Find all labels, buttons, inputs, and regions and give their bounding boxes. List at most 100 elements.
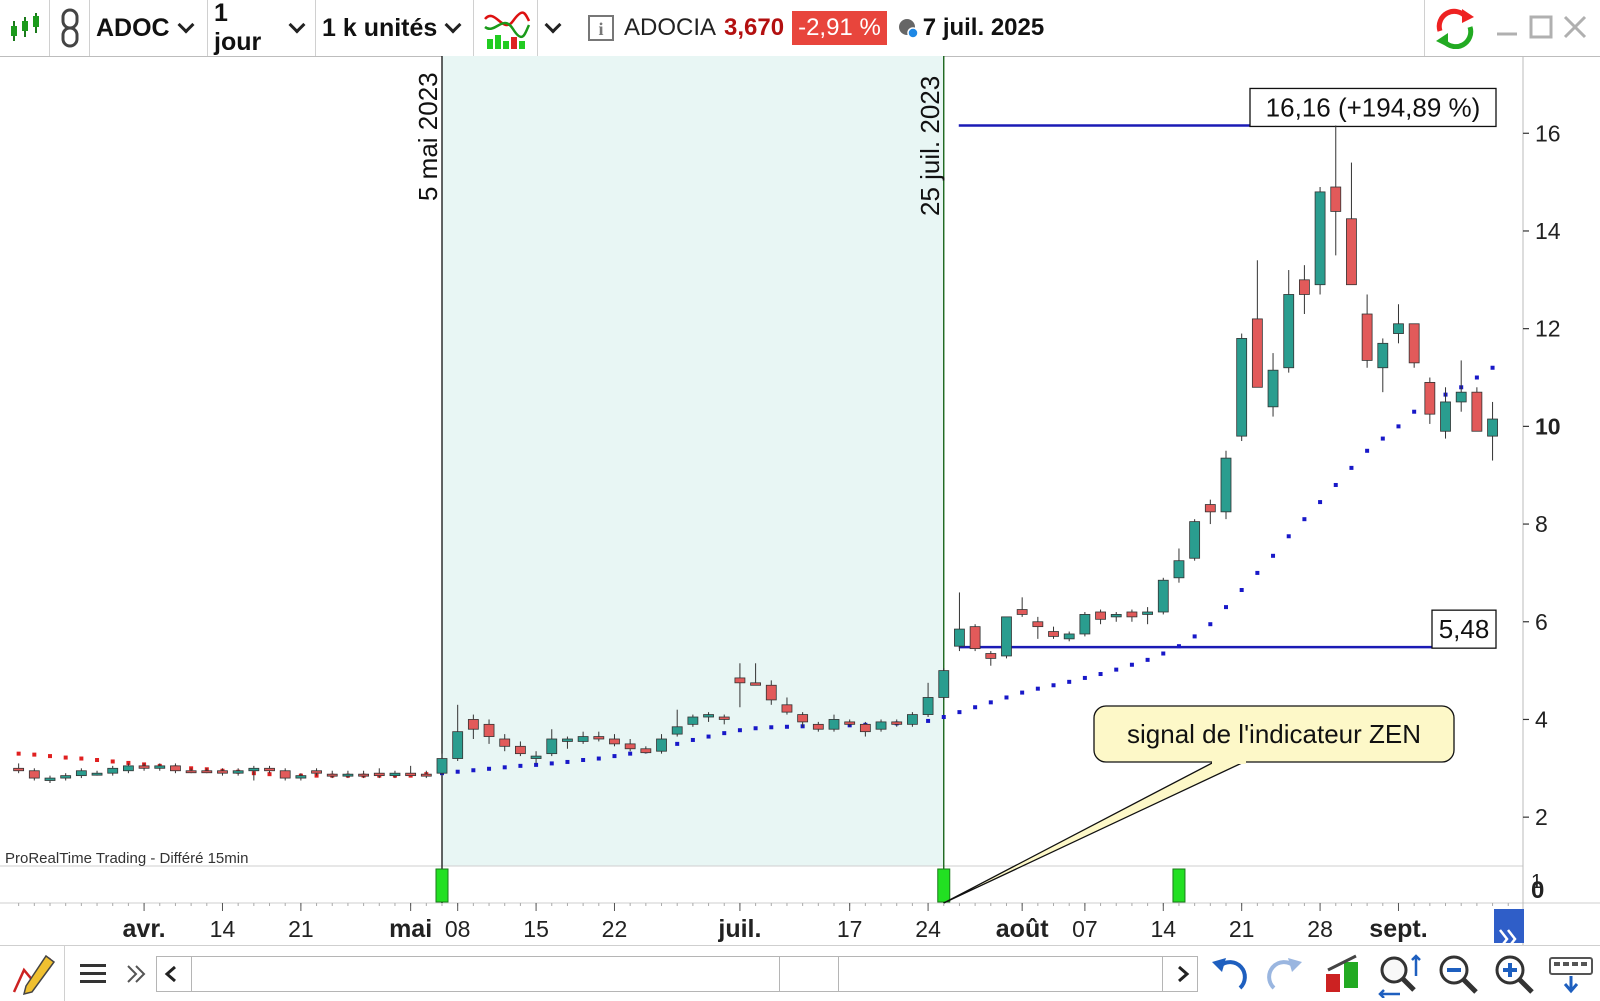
timeframe-selector[interactable]: 1 jour — [208, 0, 316, 56]
symbol-selector[interactable]: ADOC — [90, 0, 208, 56]
redo-icon[interactable] — [1264, 954, 1304, 994]
candle-body — [781, 704, 793, 713]
candle-body — [436, 758, 448, 774]
close-icon[interactable] — [1562, 14, 1588, 40]
trailing-stop-dot — [1474, 375, 1479, 380]
candle — [577, 731, 589, 744]
refresh-button[interactable] — [1424, 0, 1484, 56]
zoom-in-icon[interactable] — [1492, 952, 1536, 996]
candle — [185, 768, 197, 774]
trailing-stop-dot — [48, 754, 52, 759]
candle-body — [138, 765, 150, 769]
minimize-icon[interactable] — [1494, 14, 1520, 40]
change-badge: -2,91 % — [792, 11, 887, 45]
candle-body — [1267, 369, 1279, 408]
candle-body — [1251, 318, 1263, 388]
keyboard-icon[interactable] — [1548, 954, 1594, 996]
candle-body — [483, 723, 495, 737]
trailing-stop-dot — [596, 756, 601, 761]
trailing-stop-dot — [471, 768, 476, 773]
time-tick-label: 21 — [288, 916, 314, 942]
time-tick-label: 22 — [602, 916, 628, 942]
maximize-icon[interactable] — [1528, 14, 1554, 40]
candle-body — [1048, 631, 1059, 637]
candle-body — [295, 775, 307, 779]
trailing-stop-dot — [1098, 672, 1103, 677]
candle-body — [671, 726, 683, 735]
candle — [1440, 387, 1451, 439]
candle — [1314, 187, 1326, 295]
trailing-stop-dot — [1145, 657, 1150, 662]
link-button[interactable] — [50, 0, 90, 56]
trailing-stop-dot — [1239, 588, 1244, 593]
candle — [1361, 294, 1373, 368]
trailing-stop-dot — [267, 772, 272, 777]
candle — [844, 719, 856, 727]
expand-panel-icon[interactable] — [124, 962, 148, 986]
scroll-left-icon[interactable] — [163, 965, 181, 983]
candle-body — [107, 767, 119, 774]
candle — [985, 651, 997, 666]
candle-body — [1393, 323, 1404, 334]
candle-body — [718, 716, 730, 720]
trailing-stop-dot — [1114, 667, 1119, 672]
candle-body — [342, 773, 354, 777]
zoom-fit-icon[interactable] — [1376, 952, 1422, 998]
signal-bar — [937, 868, 951, 903]
candle — [1032, 616, 1044, 639]
candle-body — [467, 719, 479, 730]
candle — [812, 721, 824, 732]
trailing-stop-dot — [1286, 534, 1291, 539]
units-selector[interactable]: 1 k unités — [316, 0, 474, 56]
time-tick-label: 07 — [1072, 916, 1098, 942]
candle-body — [530, 755, 542, 759]
indicators-button[interactable] — [474, 0, 538, 56]
trailing-stop-dot — [1365, 448, 1370, 453]
candle — [1189, 519, 1201, 561]
candle-body — [703, 714, 714, 718]
menu-icon[interactable] — [78, 960, 108, 988]
drawing-tools-icon[interactable] — [10, 952, 56, 996]
candle — [75, 768, 87, 779]
time-tick-label: 28 — [1307, 916, 1333, 942]
indicators-dropdown[interactable] — [538, 0, 568, 56]
scroll-to-end-button[interactable] — [1494, 909, 1524, 943]
candle-body — [373, 772, 385, 777]
zoom-out-icon[interactable] — [1436, 952, 1480, 996]
candle — [1487, 401, 1498, 461]
candle-body — [123, 765, 134, 772]
candle-body — [420, 773, 432, 777]
candle-body — [75, 770, 87, 777]
trailing-stop-dot — [1490, 365, 1495, 370]
candle-body — [13, 767, 25, 772]
chart-type-button[interactable] — [0, 0, 50, 56]
scroll-thumb[interactable] — [779, 957, 839, 991]
candle — [1377, 338, 1389, 393]
info-icon[interactable]: i — [588, 15, 614, 41]
candle-body — [1408, 323, 1420, 364]
bottom-toolbar — [0, 945, 1600, 1001]
price-chart[interactable]: 5 mai 2023 25 juil. 2023 16,16 (+194,89 %… — [0, 56, 1600, 945]
candle-body — [1126, 611, 1138, 618]
instrument-info: i ADOCIA 3,670 -2,91 % 7 juil. 2025 — [588, 0, 1044, 56]
price-tick-label: 6 — [1535, 609, 1548, 635]
trailing-stop-dot — [487, 766, 492, 771]
time-scrollbar[interactable] — [156, 956, 1198, 992]
candle-body — [875, 721, 887, 730]
candle — [1016, 597, 1028, 617]
undo-icon[interactable] — [1210, 954, 1250, 994]
candle — [530, 751, 542, 764]
trailing-stop-dot — [784, 724, 789, 729]
candle — [1157, 577, 1169, 615]
trailing-stop-dot — [1020, 690, 1025, 695]
trailing-stop-dot — [1396, 424, 1401, 429]
trailing-stop-dot — [534, 762, 539, 767]
scroll-right-icon[interactable] — [1173, 965, 1191, 983]
candle-body — [812, 723, 824, 730]
candle — [499, 734, 511, 752]
candle — [765, 680, 777, 705]
market-status-icon — [898, 19, 919, 39]
candle-body — [248, 767, 260, 772]
order-tool-icon[interactable] — [1322, 952, 1366, 996]
trailing-stop-dot — [1129, 662, 1134, 667]
